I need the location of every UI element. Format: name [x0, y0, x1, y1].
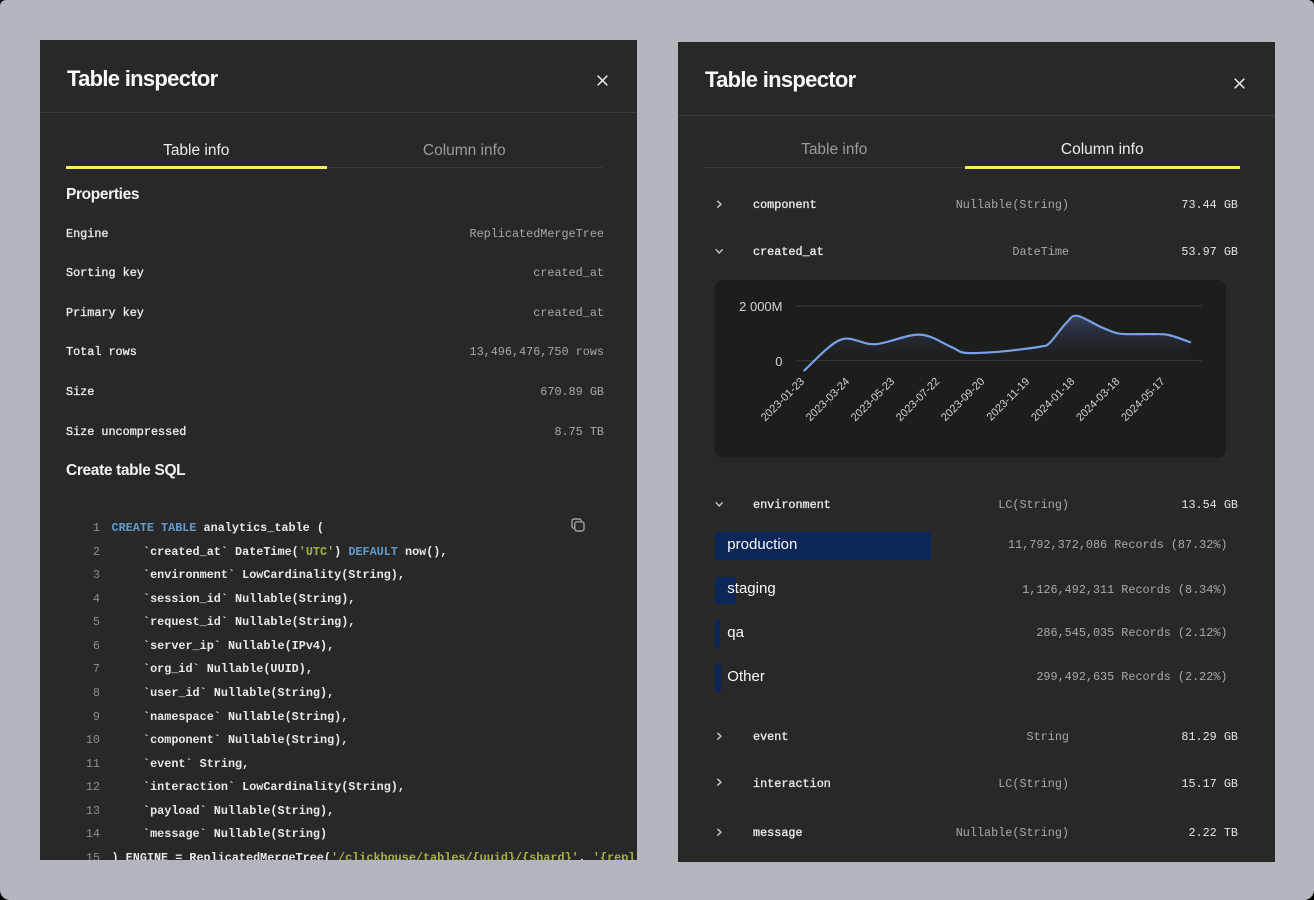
svg-text:2023-11-19: 2023-11-19 [985, 376, 1033, 424]
svg-text:2023-07-22: 2023-07-22 [894, 376, 942, 424]
svg-text:2024-01-18: 2024-01-18 [1029, 376, 1077, 424]
svg-text:0: 0 [775, 354, 782, 369]
svg-text:2023-09-20: 2023-09-20 [939, 376, 987, 424]
svg-text:2023-03-24: 2023-03-24 [804, 376, 852, 424]
svg-text:2023-01-23: 2023-01-23 [759, 376, 807, 424]
svg-text:2024-05-17: 2024-05-17 [1119, 376, 1167, 424]
svg-text:2024-03-18: 2024-03-18 [1074, 376, 1122, 424]
svg-text:2023-05-23: 2023-05-23 [849, 376, 897, 424]
svg-text:2 000M: 2 000M [739, 299, 782, 314]
